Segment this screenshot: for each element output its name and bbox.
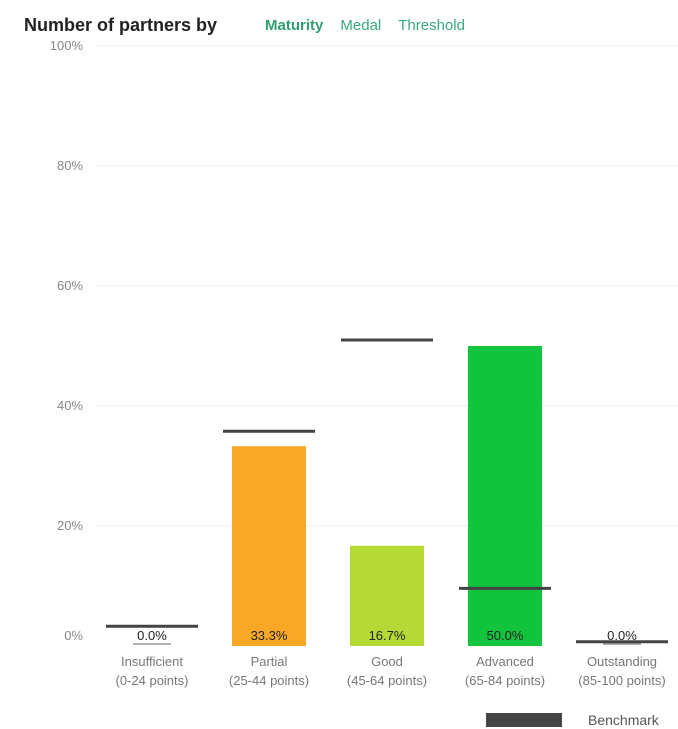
category-label: Good (371, 654, 403, 669)
category-label: Advanced (476, 654, 534, 669)
y-tick-label: 40% (57, 398, 83, 413)
legend-label-benchmark: Benchmark (588, 712, 659, 728)
bar-advanced (468, 346, 542, 646)
chart-title: Number of partners by (24, 14, 218, 35)
y-tick-label: 0% (64, 628, 83, 643)
bar-good (350, 545, 424, 646)
tab-threshold[interactable]: Threshold (398, 16, 465, 34)
tab-maturity[interactable]: Maturity (265, 16, 324, 34)
tab-medal[interactable]: Medal (340, 16, 382, 34)
category-range-label: (65-84 points) (465, 673, 545, 688)
chart-header: Number of partners by Maturity Medal Thr… (24, 12, 482, 38)
category-range-label: (0-24 points) (116, 673, 189, 688)
data-label: 0.0% (607, 628, 637, 643)
category-range-label: (25-44 points) (229, 673, 309, 688)
legend: Benchmark (486, 712, 659, 728)
category-label: Partial (251, 654, 288, 669)
category-label: Outstanding (587, 654, 657, 669)
data-label: 50.0% (487, 628, 524, 643)
y-tick-label: 60% (57, 278, 83, 293)
benchmark-swatch (486, 713, 562, 727)
category-label: Insufficient (121, 654, 183, 669)
y-tick-label: 80% (57, 158, 83, 173)
bar-partial (232, 446, 306, 646)
data-label: 16.7% (369, 628, 406, 643)
data-label: 33.3% (251, 628, 288, 643)
category-range-label: (85-100 points) (578, 673, 665, 688)
data-label: 0.0% (137, 628, 167, 643)
y-tick-label: 100% (50, 38, 84, 53)
y-tick-label: 20% (57, 518, 83, 533)
category-range-label: (45-64 points) (347, 673, 427, 688)
